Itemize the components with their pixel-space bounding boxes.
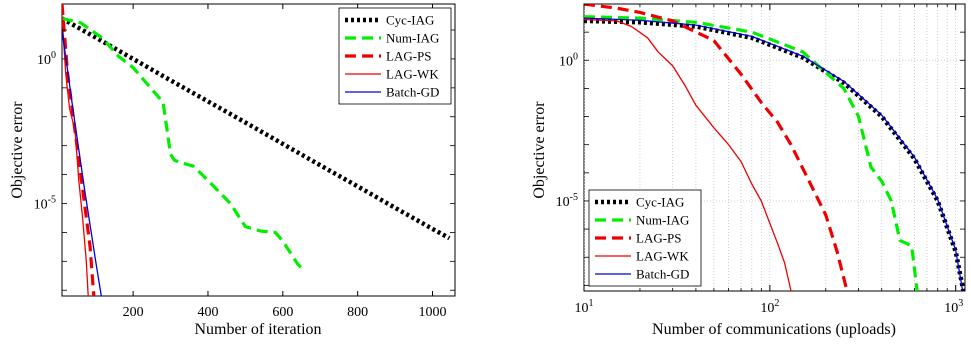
legend-label-lag-ps: LAG-PS — [386, 49, 432, 64]
legend-label-lag-ps: LAG-PS — [636, 231, 682, 246]
y-tick-label: 10-5 — [34, 194, 56, 212]
legend-box — [338, 7, 452, 105]
legend-label-cyc-iag: Cyc-IAG — [636, 195, 684, 210]
x-axis-label-left: Number of iteration — [194, 321, 321, 338]
x-tick-label: 102 — [760, 298, 779, 316]
chart-communications: 101 102 103 100 10-5 Number of communication… — [531, 3, 966, 338]
y-tick-label: 100 — [37, 50, 56, 68]
chart-iterations: 200 400 600 800 1000 100 10-5 Number of iterat… — [9, 3, 456, 338]
legend-label-cyc-iag: Cyc-IAG — [386, 13, 434, 28]
legend-box — [588, 189, 702, 287]
series-line-cyc-iag — [62, 16, 451, 241]
x-tick-label: 200 — [123, 305, 144, 320]
x-tick-label: 101 — [575, 298, 594, 316]
legend-right: Cyc-IAG Num-IAG LAG-PS LAG-WK Batch-GD — [588, 189, 702, 287]
legend-label-lag-wk: LAG-WK — [636, 249, 689, 264]
series-line-batch-gd — [584, 17, 964, 291]
legend-label-lag-wk: LAG-WK — [386, 67, 439, 82]
x-tick-label: 800 — [347, 305, 368, 320]
x-tick-label: 1000 — [419, 305, 447, 320]
series-line-lag-wk — [584, 18, 792, 291]
y-tick-label: 10-5 — [556, 192, 578, 210]
series-line-lag-ps — [584, 4, 849, 291]
series-line-num-iag — [62, 16, 305, 272]
legend-label-batch-gd: Batch-GD — [386, 85, 439, 100]
legend-left: Cyc-IAG Num-IAG LAG-PS LAG-WK Batch-GD — [338, 7, 452, 105]
x-tick-label: 600 — [272, 305, 293, 320]
y-axis-label-right: Objective error — [531, 101, 548, 199]
y-tick-label: 100 — [559, 51, 578, 69]
series-line-cyc-iag — [584, 18, 965, 291]
x-axis-label-right: Number of communications (uploads) — [652, 321, 896, 338]
x-tick-label: 400 — [197, 305, 218, 320]
series-line-batch-gd — [62, 29, 102, 296]
series-line-num-iag — [584, 15, 919, 291]
y-axis-label-left: Objective error — [9, 101, 26, 199]
legend-label-num-iag: Num-IAG — [636, 213, 689, 228]
legend-label-batch-gd: Batch-GD — [636, 267, 689, 282]
legend-label-num-iag: Num-IAG — [386, 31, 439, 46]
series-line-lag-wk — [62, 15, 89, 296]
x-tick-label: 103 — [944, 298, 963, 316]
